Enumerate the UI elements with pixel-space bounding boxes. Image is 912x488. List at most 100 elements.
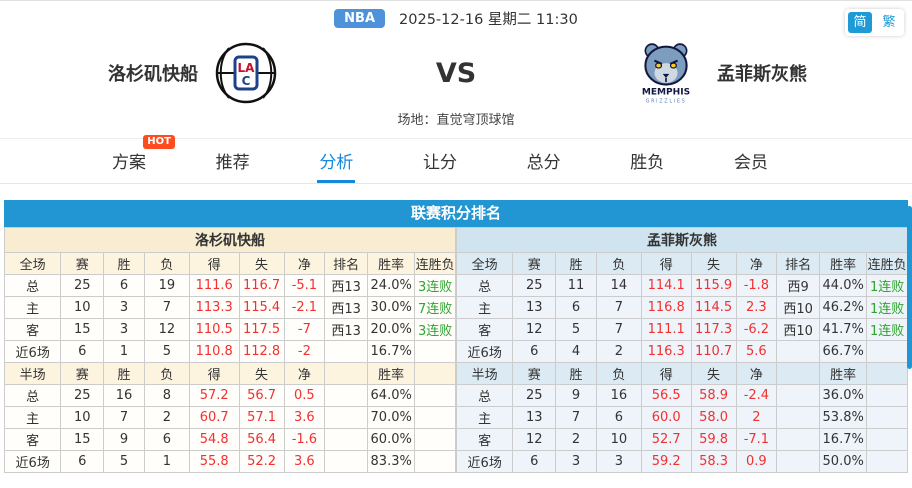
stat-cell: 近6场 [3,450,62,473]
column-header: 胜 [555,362,597,385]
stat-cell: 117.3 [690,318,737,341]
stat-cell: 6 [103,274,145,297]
clippers-logo-icon: LA C [215,42,277,104]
standings-section: 联赛积分排名 洛杉矶快船 全场赛胜负得失净排名 胜率 连胜负总 25 6 19 111.6 11… [3,200,908,473]
column-header [776,362,821,385]
stat-cell: 2 [735,406,778,429]
stat-cell: 113.3 [188,296,240,319]
stat-cell: 西10 [776,318,821,341]
stat-cell: 1 [103,340,145,363]
stat-cell: 3.6 [283,406,326,429]
stat-cell [414,384,456,407]
standings-row: 主 13 6 7 116.8 114.5 2.3 西10 46.2% 1连败 [455,296,908,319]
stat-cell [776,406,821,429]
stat-cell: 近6场 [455,340,514,363]
standings-row: 近6场 6 5 1 55.8 52.2 3.6 83.3% [3,450,456,473]
stat-cell: 116.8 [640,296,692,319]
stat-cell: 7 [555,406,597,429]
tab-member[interactable]: 会员 [733,153,768,173]
column-header: 全场 [455,252,514,275]
column-header: 赛 [60,362,105,385]
standings-row: 主 13 7 6 60.0 58.0 2 53.8% [455,406,908,429]
simplified-chinese-button[interactable]: 简 [848,12,872,33]
stat-cell: 44.0% [819,274,868,297]
stat-cell: -7.1 [735,428,778,451]
stat-cell: 客 [3,428,62,451]
stat-cell: 14 [595,274,642,297]
home-team-name: 洛杉矶快船 [108,64,198,85]
column-header-row: 全场赛胜负得失净排名 胜率 连胜负 [3,252,456,275]
stat-cell: 60.7 [188,406,240,429]
column-header: 净 [735,362,778,385]
stat-cell: 3 [103,318,145,341]
stat-cell: 15 [60,318,105,341]
column-header: 赛 [512,362,557,385]
team-table-header: 孟菲斯灰熊 [456,227,908,253]
stat-cell: 西13 [324,274,369,297]
stat-cell: 客 [455,318,514,341]
column-header: 赛 [512,252,557,275]
stat-cell: 12 [512,318,557,341]
stat-cell: -2 [283,340,326,363]
tab-winloss[interactable]: 胜负 [630,153,665,173]
stat-cell [324,340,369,363]
stat-cell: 0.9 [735,450,778,473]
column-header: 失 [690,362,737,385]
grizzlies-logo-icon: MEMPHIS GRIZZLIES [642,43,690,105]
stat-cell: -7 [283,318,326,341]
stat-cell: 9 [103,428,145,451]
away-team-name: 孟菲斯灰熊 [717,64,807,85]
column-header: 胜 [555,252,597,275]
stat-cell: 53.8% [819,406,868,429]
stat-cell: 客 [455,428,514,451]
stat-cell: 15 [60,428,105,451]
tab-spread[interactable]: 让分 [422,153,457,173]
scrollbar-thumb[interactable] [907,206,912,369]
stat-cell: 111.1 [640,318,692,341]
standings-title: 联赛积分排名 [4,200,908,227]
stat-cell: 116.3 [640,340,692,363]
stat-cell [866,406,908,429]
traditional-chinese-button[interactable]: 繁 [877,12,901,33]
tab-analysis[interactable]: 分析 [317,148,356,183]
stat-cell: 115.4 [238,296,285,319]
stat-cell: 7 [103,406,145,429]
column-header: 得 [640,362,692,385]
standings-row: 近6场 6 3 3 59.2 58.3 0.9 50.0% [455,450,908,473]
column-header: 胜率 [367,362,416,385]
stat-cell: 117.5 [238,318,285,341]
tab-plans[interactable]: 方案 HOT [110,135,175,183]
stat-cell: 1连败 [866,296,908,319]
stat-cell: 7 [595,296,642,319]
stat-cell: 西10 [776,296,821,319]
away-team-block: MEMPHIS GRIZZLIES 孟菲斯灰熊 [526,40,912,106]
column-header [414,362,456,385]
column-header: 连胜负 [866,252,908,275]
tab-recommend[interactable]: 推荐 [215,153,250,173]
stat-cell: 10 [60,406,105,429]
stat-cell: 36.0% [819,384,868,407]
stat-cell: 主 [3,406,62,429]
stat-cell: 6 [512,340,557,363]
column-header: 胜率 [819,362,868,385]
stat-cell: 2 [595,340,642,363]
stat-cell: 16.7% [367,340,416,363]
tab-total[interactable]: 总分 [526,153,561,173]
column-header: 得 [640,252,692,275]
column-header: 半场 [3,362,62,385]
stat-cell: 近6场 [3,340,62,363]
stat-cell: -5.1 [283,274,326,297]
stat-cell: 59.2 [640,450,692,473]
stat-cell: 6 [512,450,557,473]
stat-cell: 58.0 [690,406,737,429]
stat-cell: -1.8 [735,274,778,297]
stat-cell: 13 [512,296,557,319]
stat-cell: 10 [595,428,642,451]
stat-cell: 1连败 [866,274,908,297]
stat-cell: 5 [555,318,597,341]
stat-cell: 5 [143,340,190,363]
stat-cell: 6 [595,406,642,429]
column-header: 负 [595,252,642,275]
stat-cell: 3连败 [414,274,456,297]
hot-badge: HOT [143,135,175,149]
